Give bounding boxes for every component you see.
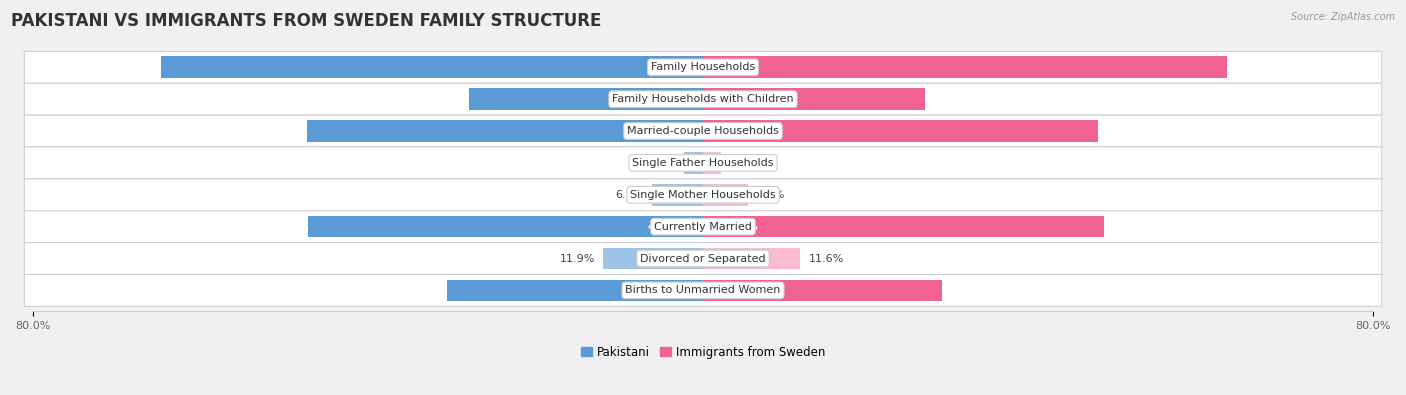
Bar: [703, 280, 942, 301]
Text: Single Father Households: Single Father Households: [633, 158, 773, 168]
Bar: [703, 152, 721, 174]
FancyBboxPatch shape: [24, 243, 1382, 275]
Text: Divorced or Separated: Divorced or Separated: [640, 254, 766, 263]
Text: 47.2%: 47.2%: [720, 126, 758, 136]
FancyBboxPatch shape: [24, 51, 1382, 83]
Text: 47.8%: 47.8%: [720, 222, 758, 231]
Bar: [307, 120, 703, 142]
Bar: [308, 216, 703, 237]
Text: 47.3%: 47.3%: [648, 126, 686, 136]
Text: PAKISTANI VS IMMIGRANTS FROM SWEDEN FAMILY STRUCTURE: PAKISTANI VS IMMIGRANTS FROM SWEDEN FAMI…: [11, 12, 602, 30]
FancyBboxPatch shape: [24, 83, 1382, 115]
Text: Single Mother Households: Single Mother Households: [630, 190, 776, 200]
FancyBboxPatch shape: [24, 211, 1382, 243]
Bar: [603, 248, 703, 269]
Bar: [703, 216, 1104, 237]
Text: 11.9%: 11.9%: [560, 254, 595, 263]
Text: 11.6%: 11.6%: [808, 254, 844, 263]
Legend: Pakistani, Immigrants from Sweden: Pakistani, Immigrants from Sweden: [576, 341, 830, 363]
FancyBboxPatch shape: [24, 275, 1382, 306]
Bar: [447, 280, 703, 301]
Bar: [683, 152, 703, 174]
Text: Source: ZipAtlas.com: Source: ZipAtlas.com: [1291, 12, 1395, 22]
Text: Births to Unmarried Women: Births to Unmarried Women: [626, 285, 780, 295]
Bar: [703, 184, 748, 206]
Bar: [703, 56, 1226, 78]
FancyBboxPatch shape: [24, 115, 1382, 147]
Text: 27.9%: 27.9%: [648, 94, 686, 104]
FancyBboxPatch shape: [24, 147, 1382, 179]
FancyBboxPatch shape: [24, 179, 1382, 211]
Text: 62.5%: 62.5%: [720, 62, 758, 72]
Text: 5.4%: 5.4%: [756, 190, 785, 200]
Text: 28.5%: 28.5%: [720, 285, 758, 295]
Bar: [703, 248, 800, 269]
Text: 64.7%: 64.7%: [647, 62, 686, 72]
Bar: [470, 88, 703, 110]
Bar: [703, 88, 925, 110]
Text: 6.1%: 6.1%: [616, 190, 644, 200]
Text: Family Households: Family Households: [651, 62, 755, 72]
Text: 2.1%: 2.1%: [728, 158, 758, 168]
Text: Currently Married: Currently Married: [654, 222, 752, 231]
Bar: [652, 184, 703, 206]
Text: Family Households with Children: Family Households with Children: [612, 94, 794, 104]
Bar: [703, 120, 1098, 142]
Text: Married-couple Households: Married-couple Households: [627, 126, 779, 136]
Text: 26.5%: 26.5%: [720, 94, 758, 104]
Text: 47.2%: 47.2%: [648, 222, 686, 231]
Text: 30.5%: 30.5%: [648, 285, 686, 295]
Text: 2.3%: 2.3%: [647, 158, 675, 168]
Bar: [160, 56, 703, 78]
